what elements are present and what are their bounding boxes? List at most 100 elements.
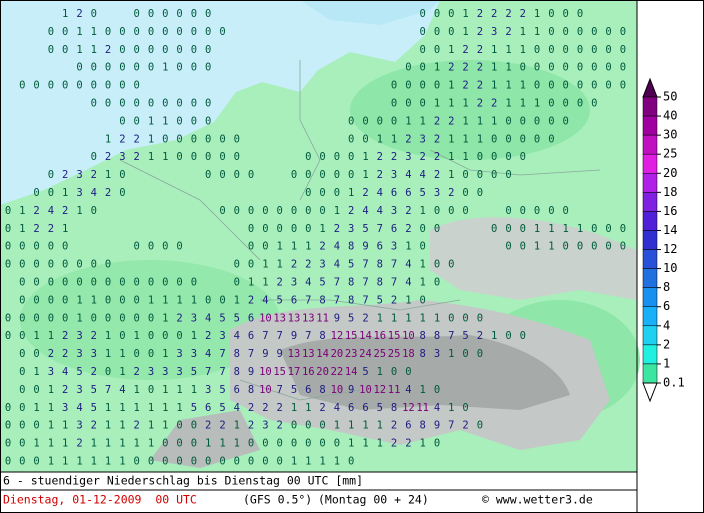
legend-label: 1	[663, 356, 670, 370]
precip-value: 0	[105, 277, 111, 289]
precip-value: 0	[405, 98, 411, 110]
precip-value: 0	[148, 330, 154, 342]
precip-value: 0	[305, 438, 311, 450]
legend-swatch	[642, 173, 658, 193]
precip-value: 0	[277, 223, 283, 235]
precip-value: 2	[62, 348, 68, 360]
precip-value: 1	[334, 205, 340, 217]
precip-value: 2	[219, 420, 225, 432]
precip-value: 7	[105, 384, 111, 396]
precip-value: 0	[434, 277, 440, 289]
precip-value: 0	[534, 205, 540, 217]
precip-value: 0	[334, 169, 340, 181]
precip-value: 9	[291, 330, 297, 342]
precip-value: 2	[477, 98, 483, 110]
precip-value: 1	[448, 133, 454, 145]
precip-value: 3	[405, 151, 411, 163]
legend-swatch	[642, 249, 658, 269]
precip-value: 2	[405, 133, 411, 145]
precip-value: 1	[105, 438, 111, 450]
sea	[300, 0, 440, 25]
mountains	[430, 217, 637, 300]
precip-value: 1	[119, 438, 125, 450]
precip-value: 0	[577, 80, 583, 92]
precip-value: 3	[91, 348, 97, 360]
precip-value: 0	[134, 115, 140, 127]
precip-value: 0	[319, 187, 325, 199]
precip-value: 0	[262, 205, 268, 217]
precip-value: 8	[234, 348, 240, 360]
precip-value: 2	[205, 330, 211, 342]
precip-value: 0	[434, 8, 440, 20]
precip-value: 4	[234, 330, 240, 342]
precip-value: 2	[491, 8, 497, 20]
precip-value: 0	[548, 44, 554, 56]
precip-value: 6	[377, 241, 383, 253]
precip-value: 1	[319, 456, 325, 468]
precip-value: 0	[305, 420, 311, 432]
precip-value: 3	[176, 366, 182, 378]
precip-value: 1	[19, 223, 25, 235]
precip-value: 0	[405, 366, 411, 378]
legend-swatch	[642, 344, 658, 365]
precip-value: 12	[331, 330, 344, 342]
precip-value: 9	[348, 384, 354, 396]
precip-value: 1	[348, 420, 354, 432]
precip-value: 0	[191, 277, 197, 289]
precip-value: 0	[319, 205, 325, 217]
precip-value: 1	[48, 384, 54, 396]
precip-value: 0	[134, 348, 140, 360]
precip-value: 1	[105, 133, 111, 145]
precip-value: 0	[219, 133, 225, 145]
precip-value: 1	[291, 241, 297, 253]
precip-value: 7	[305, 330, 311, 342]
precip-value: 3	[219, 330, 225, 342]
precip-value: 0	[62, 241, 68, 253]
precip-value: 2	[405, 223, 411, 235]
precip-value: 1	[491, 62, 497, 74]
precip-value: 0	[248, 223, 254, 235]
precip-value: 3	[434, 348, 440, 360]
precip-value: 0	[134, 62, 140, 74]
precip-value: 0	[391, 115, 397, 127]
precip-value: 0	[5, 438, 11, 450]
precip-value: 0	[377, 115, 383, 127]
precip-value: 0	[548, 8, 554, 20]
precip-value: 0	[148, 241, 154, 253]
precip-value: 0	[620, 26, 626, 38]
precip-value: 0	[119, 115, 125, 127]
legend-swatch	[642, 287, 658, 307]
precip-value: 1	[191, 330, 197, 342]
precip-value: 7	[448, 420, 454, 432]
precip-value: 1	[420, 277, 426, 289]
legend-swatch	[642, 211, 658, 231]
precip-value: 1	[448, 402, 454, 414]
precip-value: 1	[162, 384, 168, 396]
precip-value: 0	[119, 312, 125, 324]
precip-value: 2	[505, 8, 511, 20]
precip-value: 1	[462, 115, 468, 127]
precip-value: 0	[605, 223, 611, 235]
precip-value: 0	[119, 169, 125, 181]
precip-value: 10	[331, 384, 344, 396]
precip-value: 1	[405, 294, 411, 306]
precip-value: 1	[420, 115, 426, 127]
precip-value: 2	[33, 223, 39, 235]
precip-value: 1	[62, 438, 68, 450]
precip-value: 1	[48, 420, 54, 432]
precip-value: 0	[462, 205, 468, 217]
precip-value: 0	[5, 223, 11, 235]
precip-value: 2	[62, 169, 68, 181]
precip-value: 0	[577, 44, 583, 56]
precip-value: 0	[348, 115, 354, 127]
precip-value: 0	[62, 312, 68, 324]
precip-value: 1	[391, 312, 397, 324]
precip-value: 0	[434, 259, 440, 271]
precip-value: 0	[5, 330, 11, 342]
precip-value: 0	[119, 62, 125, 74]
precip-value: 1	[105, 402, 111, 414]
precip-value: 2	[391, 294, 397, 306]
precip-value: 0	[334, 438, 340, 450]
precip-value: 1	[277, 259, 283, 271]
precip-value: 2	[134, 151, 140, 163]
